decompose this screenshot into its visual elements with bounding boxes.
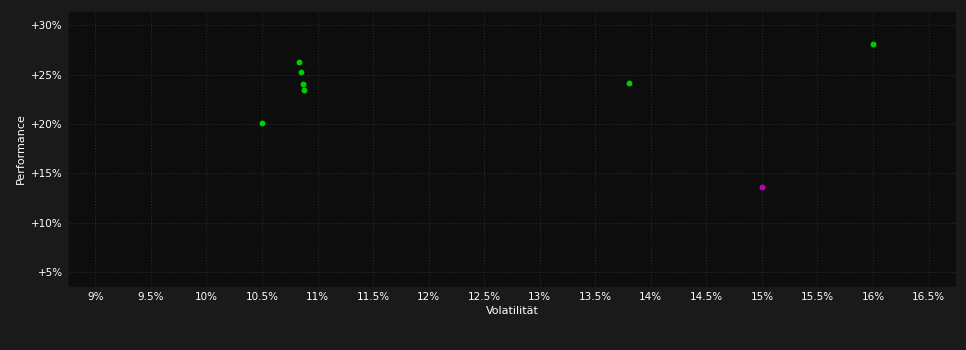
X-axis label: Volatilität: Volatilität: [486, 306, 538, 316]
Point: [754, 184, 770, 190]
Point: [866, 41, 881, 47]
Point: [291, 59, 306, 65]
Point: [296, 81, 311, 86]
Point: [621, 80, 637, 85]
Point: [254, 120, 270, 126]
Point: [293, 69, 308, 75]
Point: [297, 88, 312, 93]
Y-axis label: Performance: Performance: [15, 113, 25, 184]
